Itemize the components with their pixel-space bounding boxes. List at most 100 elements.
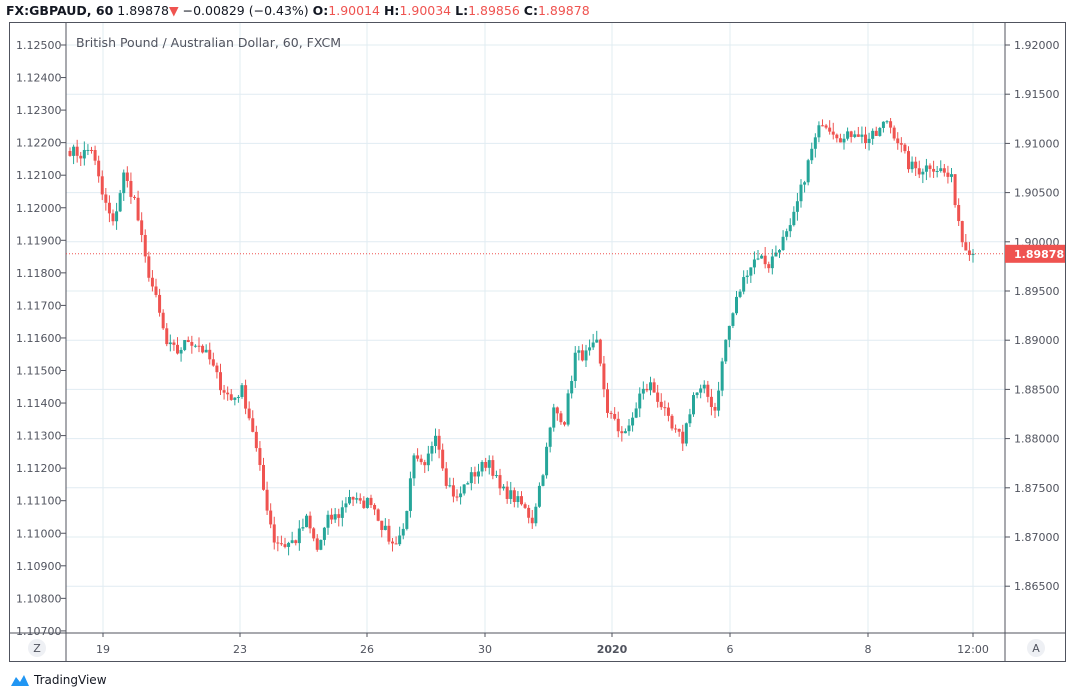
right-axis-label: 1.87000 [1014,531,1060,544]
left-axis-label: 1.12000 [16,202,62,215]
candle [727,325,731,348]
candle [523,502,527,509]
last-price: 1.89878 [117,3,169,18]
candle [828,120,832,135]
left-axis-label: 1.10900 [16,560,62,573]
candle [537,482,541,508]
brand-name: TradingView [34,673,107,687]
candle [444,462,448,489]
candle [373,503,377,516]
candle [362,496,366,510]
close-label: C: [523,3,538,18]
candle [143,229,147,263]
candle [760,254,764,259]
time-axis-label: 8 [865,643,872,656]
candle [813,133,817,158]
right-axis-label: 1.90500 [1014,187,1060,200]
left-axis-label: 1.11100 [16,495,62,508]
candle [577,345,581,361]
candle [803,180,807,193]
candle [394,536,398,545]
candle [369,494,373,509]
candle [133,195,136,200]
left-axis-label: 1.11900 [16,234,62,247]
candle [358,493,362,504]
candle [118,189,122,213]
candle [935,165,939,178]
right-axis-label: 1.86500 [1014,580,1060,593]
candle [946,165,950,184]
candle [717,381,721,417]
candle [93,145,97,166]
candle [473,466,477,485]
candle [942,163,946,177]
candle [107,195,111,223]
open-value: 1.90014 [328,3,380,18]
tradingview-logo-icon [11,675,29,686]
left-axis-label: 1.11300 [16,430,62,443]
candle [290,531,294,544]
candle [68,147,72,157]
time-axis-label: 23 [233,643,247,656]
candle [731,312,735,329]
candle [914,156,918,177]
current-price-label: 1.89878 [1005,244,1065,263]
candle [695,392,699,399]
candle [623,428,627,434]
candle [423,459,427,473]
candle [595,330,599,343]
candle [355,492,359,504]
candle [262,457,265,491]
candle [602,355,606,398]
candle [308,511,312,534]
candle [964,234,968,251]
candle [348,489,351,505]
chart-frame[interactable] [9,22,1066,662]
left-axis-label: 1.11700 [16,299,62,312]
candle [484,457,488,472]
candle [265,481,269,516]
candle [272,516,276,550]
low-label: L: [455,3,469,18]
candle [491,455,495,480]
candle [634,402,638,419]
zoom-button[interactable]: Z [28,639,46,657]
candle [871,128,875,145]
candle [831,122,835,140]
candle [376,508,380,522]
candle [713,402,717,418]
candle [455,489,459,502]
candle [287,541,291,556]
candle [896,132,900,150]
tradingview-logo[interactable]: TradingView [10,673,107,687]
candle [125,166,129,188]
candle [627,418,631,436]
open-label: O: [312,3,329,18]
candle [283,537,287,549]
candle [322,526,326,546]
candle [903,143,907,154]
candle [226,386,230,401]
candle [161,309,165,330]
candle [631,412,635,432]
candle [688,408,692,428]
left-axis-label: 1.12500 [16,39,62,52]
candle [179,347,183,362]
candle [451,477,455,503]
candle [197,337,201,353]
candle [774,245,778,257]
candle [588,339,592,356]
candle [699,384,703,399]
candle [849,130,853,143]
candle [881,121,885,133]
auto-scale-button[interactable]: A [1027,639,1045,657]
left-axis-label: 1.11800 [16,267,62,280]
candle [842,133,846,150]
candle [172,339,176,351]
candle [79,151,83,167]
candle [824,123,828,130]
candle [674,424,678,433]
candle [638,387,642,418]
candle [620,426,624,442]
